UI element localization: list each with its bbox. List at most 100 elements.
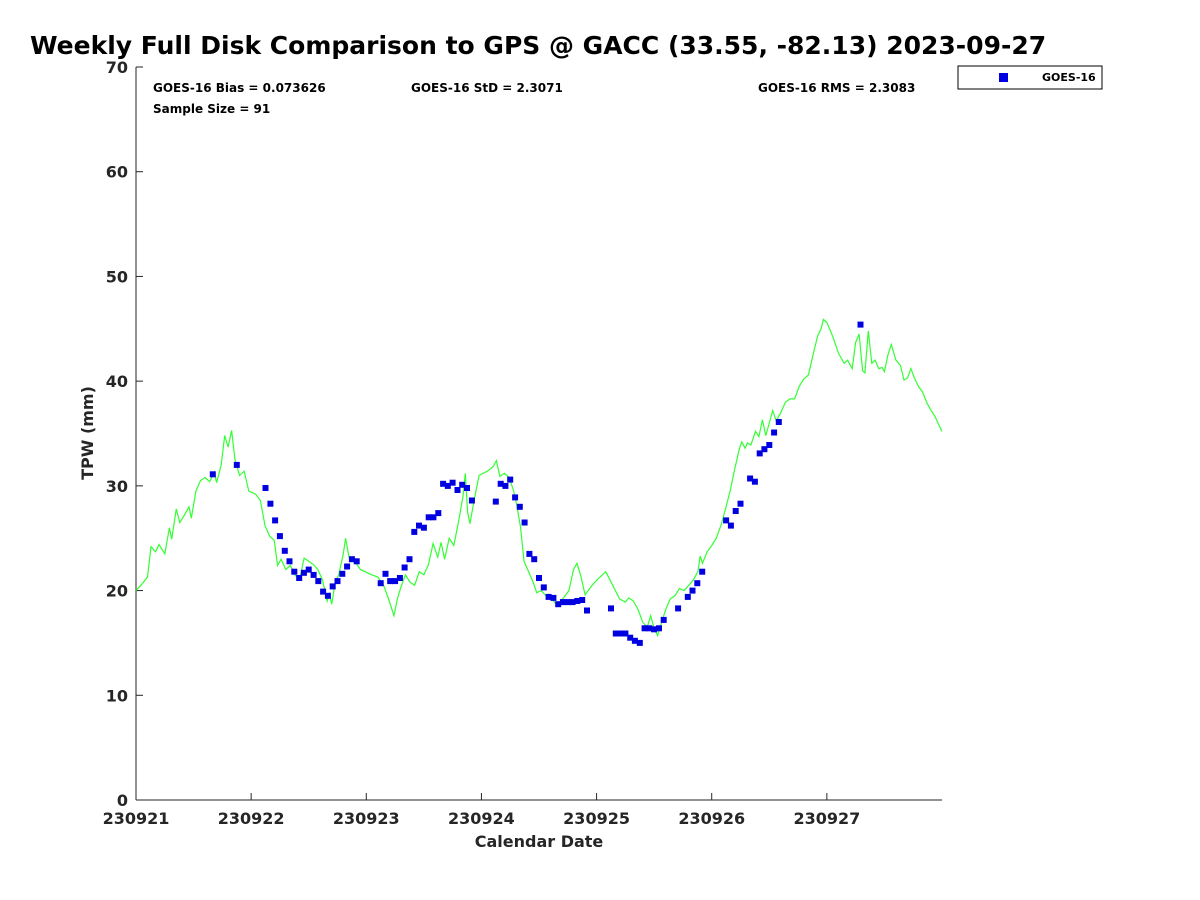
data-point	[564, 599, 571, 606]
data-point	[430, 514, 437, 521]
y-tick-label: 70	[106, 58, 128, 77]
x-tick-label: 230924	[448, 809, 515, 828]
data-point	[512, 494, 519, 501]
data-point	[559, 599, 566, 606]
y-tick-label: 10	[106, 686, 128, 705]
data-point	[526, 550, 533, 557]
data-point	[694, 580, 701, 587]
data-point	[608, 605, 614, 612]
std-stat: GOES-16 StD = 2.3071	[411, 81, 563, 95]
data-point	[617, 630, 624, 637]
y-tick-label: 50	[106, 267, 128, 286]
data-point	[281, 547, 288, 554]
data-point	[339, 570, 346, 577]
data-point	[300, 569, 307, 576]
data-point	[612, 630, 619, 637]
data-point	[507, 476, 514, 483]
data-point	[627, 634, 634, 641]
data-point	[660, 616, 667, 623]
data-point	[756, 450, 763, 457]
axes: 0 10 20 30 40 50 60 70 230921 230922 230923 230924 2…	[103, 58, 942, 828]
data-point	[344, 563, 351, 570]
data-point	[574, 598, 581, 604]
data-point	[209, 471, 216, 478]
data-point	[310, 571, 317, 578]
data-point	[723, 517, 730, 524]
data-point	[747, 475, 754, 482]
data-point	[401, 564, 408, 571]
data-point	[545, 593, 552, 600]
data-point	[329, 583, 336, 590]
data-point	[276, 533, 283, 540]
data-point	[272, 517, 279, 524]
data-point	[521, 519, 528, 526]
x-tick-label: 230922	[218, 809, 285, 828]
data-point	[315, 578, 322, 585]
data-point	[699, 568, 706, 575]
x-tick-label: 230927	[793, 809, 860, 828]
data-point	[579, 597, 586, 603]
rms-stat: GOES-16 RMS = 2.3083	[758, 81, 915, 95]
legend: GOES-16	[957, 65, 1103, 90]
data-point	[646, 625, 653, 632]
data-point	[444, 482, 451, 489]
data-point	[406, 556, 413, 563]
data-point	[392, 578, 399, 585]
data-point	[291, 568, 298, 575]
data-point	[857, 321, 864, 328]
data-point	[387, 578, 394, 585]
data-point	[454, 487, 461, 493]
data-point	[584, 607, 590, 614]
data-point	[425, 514, 432, 521]
data-point	[497, 480, 504, 487]
data-point	[267, 500, 274, 507]
data-point	[555, 601, 562, 608]
data-point	[631, 637, 638, 644]
data-point	[296, 575, 303, 581]
data-point	[492, 498, 499, 505]
data-point	[684, 593, 691, 600]
x-tick-label: 230926	[678, 809, 745, 828]
y-tick-label: 30	[106, 477, 128, 496]
y-tick-label: 20	[106, 582, 128, 601]
data-point	[775, 419, 782, 425]
chart-title: Weekly Full Disk Comparison to GPS @ GAC…	[30, 31, 1046, 60]
data-point	[377, 580, 384, 587]
legend-box	[957, 65, 1103, 90]
data-point	[737, 500, 744, 507]
x-tick-label: 230921	[103, 809, 170, 828]
legend-marker	[999, 73, 1008, 82]
goes16-scatter-series	[209, 321, 864, 646]
data-point	[689, 587, 696, 594]
data-point	[761, 446, 768, 453]
y-tick-label: 60	[106, 163, 128, 182]
data-point	[569, 599, 576, 606]
data-point	[286, 558, 293, 565]
data-point	[550, 594, 557, 601]
data-point	[459, 481, 466, 488]
data-point	[727, 522, 734, 529]
data-point	[641, 625, 648, 632]
data-point	[656, 625, 662, 632]
y-tick-label: 40	[106, 372, 128, 391]
data-point	[771, 429, 778, 436]
data-point	[411, 528, 418, 535]
data-point	[651, 626, 658, 633]
data-point	[324, 592, 331, 599]
y-axis-label: TPW (mm)	[78, 386, 97, 480]
data-point	[420, 524, 427, 531]
data-point	[636, 639, 643, 646]
data-point	[262, 485, 269, 491]
x-tick-label: 230923	[333, 809, 400, 828]
data-point	[449, 479, 456, 486]
data-point	[396, 575, 403, 581]
y-tick-label: 0	[117, 791, 128, 810]
data-point	[464, 485, 470, 491]
data-point	[348, 556, 355, 563]
data-point	[751, 478, 758, 485]
data-point	[516, 503, 523, 510]
data-point	[502, 482, 509, 489]
data-point	[766, 442, 773, 448]
bias-stat: GOES-16 Bias = 0.073626	[153, 81, 326, 95]
data-point	[531, 556, 538, 563]
